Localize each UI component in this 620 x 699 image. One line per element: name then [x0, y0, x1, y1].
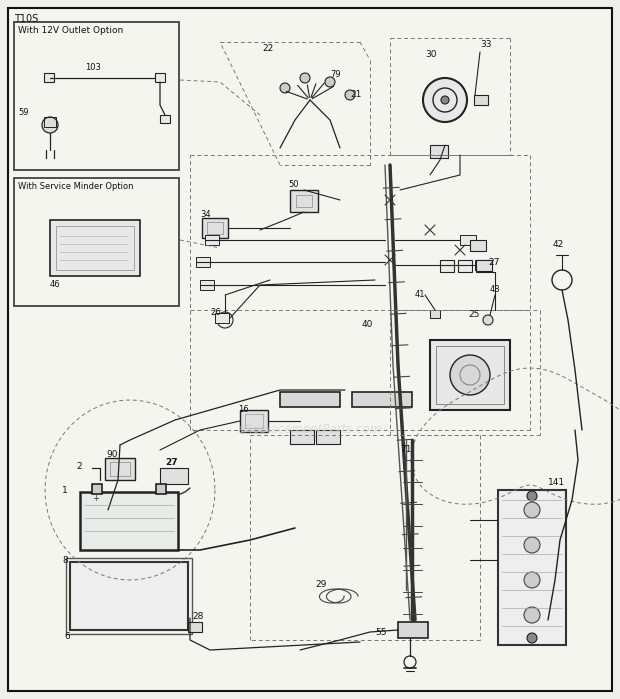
Circle shape	[423, 78, 467, 122]
Bar	[430, 310, 440, 318]
Bar	[475, 260, 491, 270]
Text: 22: 22	[262, 44, 273, 53]
Text: 25: 25	[468, 310, 479, 319]
Bar	[50, 220, 140, 276]
Bar	[498, 490, 566, 645]
Circle shape	[280, 83, 290, 93]
Bar	[188, 622, 202, 632]
Text: 46: 46	[50, 280, 61, 289]
Bar	[160, 115, 170, 123]
Bar	[156, 484, 166, 494]
Text: 103: 103	[85, 63, 101, 72]
Text: 34: 34	[200, 210, 211, 219]
Bar	[316, 430, 340, 444]
Text: +: +	[92, 494, 99, 503]
Text: eReplacementParts.com: eReplacementParts.com	[238, 424, 382, 436]
Bar	[200, 280, 214, 290]
Bar	[245, 414, 263, 428]
Text: 42: 42	[553, 240, 564, 249]
Bar	[14, 22, 179, 170]
Bar	[160, 468, 188, 484]
Text: 41: 41	[415, 290, 425, 299]
Text: 2: 2	[76, 462, 82, 471]
Circle shape	[300, 73, 310, 83]
Bar	[430, 145, 448, 158]
Circle shape	[524, 607, 540, 623]
Bar	[352, 392, 412, 407]
Bar	[474, 95, 488, 105]
Bar	[105, 458, 135, 480]
Text: 8: 8	[62, 556, 68, 565]
Bar	[205, 235, 219, 245]
Bar	[92, 484, 102, 494]
Bar	[155, 73, 165, 82]
Bar	[196, 257, 210, 267]
Bar	[436, 346, 504, 404]
Text: 6: 6	[64, 632, 69, 641]
Text: 30: 30	[425, 50, 436, 59]
Text: 26: 26	[210, 308, 221, 317]
Bar	[296, 195, 312, 207]
Bar	[240, 410, 268, 432]
Bar	[66, 558, 192, 634]
Bar	[470, 240, 486, 251]
Circle shape	[441, 96, 449, 104]
Bar	[207, 222, 223, 234]
Text: 43: 43	[490, 285, 500, 294]
Bar	[398, 622, 428, 638]
Text: With Service Minder Option: With Service Minder Option	[18, 182, 133, 191]
Circle shape	[483, 315, 493, 325]
Text: T10S: T10S	[14, 14, 38, 24]
Bar	[280, 392, 340, 407]
Text: 27: 27	[165, 458, 177, 467]
Bar	[476, 260, 492, 271]
Text: 29: 29	[315, 580, 326, 589]
Bar	[110, 462, 130, 476]
Bar	[102, 508, 116, 519]
Text: 141: 141	[548, 478, 565, 487]
Text: With 12V Outlet Option: With 12V Outlet Option	[18, 26, 123, 35]
Text: 55: 55	[375, 628, 386, 637]
Text: 16: 16	[238, 405, 249, 414]
Bar	[290, 430, 314, 444]
Circle shape	[345, 90, 355, 100]
Bar	[215, 313, 229, 323]
Bar	[460, 235, 476, 245]
Circle shape	[42, 117, 58, 133]
Text: 59: 59	[18, 108, 29, 117]
Text: 33: 33	[480, 40, 492, 49]
Circle shape	[524, 502, 540, 518]
Bar	[430, 340, 510, 410]
Text: 40: 40	[362, 320, 373, 329]
Text: 71: 71	[400, 445, 412, 454]
Circle shape	[527, 491, 537, 501]
Bar	[476, 260, 490, 272]
Text: 21: 21	[350, 90, 361, 99]
Circle shape	[325, 77, 335, 87]
Text: 27: 27	[488, 258, 499, 267]
Bar	[440, 260, 454, 272]
Bar	[44, 117, 56, 127]
Text: 1: 1	[62, 486, 68, 495]
Circle shape	[450, 355, 490, 395]
Circle shape	[524, 572, 540, 588]
Circle shape	[527, 633, 537, 643]
Bar	[56, 226, 134, 270]
Bar	[14, 178, 179, 306]
Bar	[202, 218, 228, 238]
Bar	[80, 492, 178, 550]
Text: 50: 50	[288, 180, 298, 189]
Circle shape	[524, 537, 540, 553]
Bar	[458, 260, 472, 272]
Text: 90: 90	[106, 450, 118, 459]
Text: 28: 28	[192, 612, 203, 621]
Bar	[290, 190, 318, 212]
Bar	[70, 562, 188, 630]
Text: 79: 79	[330, 70, 340, 79]
Bar	[44, 73, 54, 82]
